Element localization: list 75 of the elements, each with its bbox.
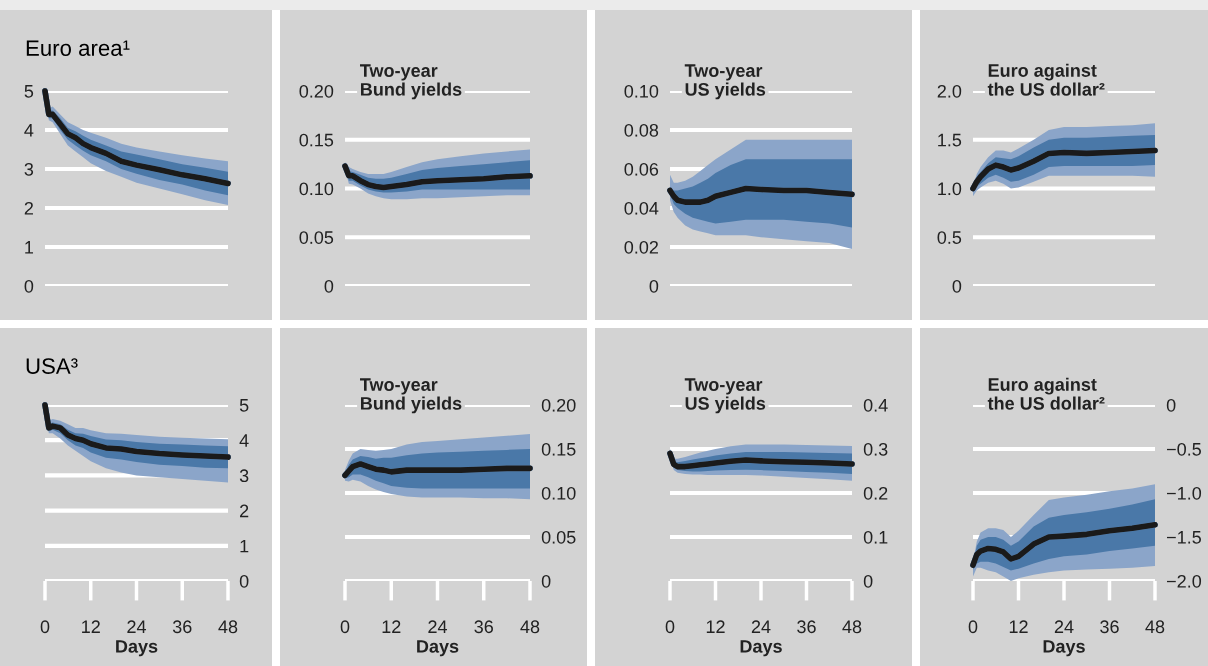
x-tick-label: 48 (520, 620, 540, 634)
y-tick-label: 0.20 (299, 84, 334, 98)
chart-title: Two-year Bund yields (360, 378, 462, 414)
x-tick-label: 24 (751, 620, 771, 633)
x-tick-label: 12 (706, 620, 725, 633)
y-tick-label: 0.05 (299, 231, 334, 244)
x-tick-label: 48 (842, 620, 862, 634)
x-tick-label: 48 (1145, 620, 1165, 634)
y-tick-label: 0.3 (863, 442, 888, 456)
x-tick-label: 12 (1009, 620, 1028, 633)
x-tick-label: 24 (1054, 620, 1074, 633)
x-axis-title: Days (1043, 640, 1085, 657)
y-tick-label: 2.0 (937, 84, 962, 98)
y-tick-label: 0 (239, 574, 249, 588)
y-tick-label: 0 (649, 279, 659, 293)
y-tick-label: 5 (239, 399, 249, 412)
y-tick-label: 0.02 (624, 240, 658, 254)
y-tick-label: 0.5 (937, 231, 962, 244)
x-axis-title: Days (740, 640, 782, 657)
y-tick-label: 2 (240, 504, 249, 518)
chart-title: Two-year US yields (684, 64, 766, 100)
chart-title: Two-year Bund yields (360, 64, 462, 100)
y-tick-label: 0.10 (624, 84, 659, 98)
y-tick-label: −1.5 (1167, 531, 1201, 544)
y-tick-label: 1.5 (938, 133, 962, 147)
x-tick-label: 0 (340, 620, 350, 634)
chart-title: Euro against the US dollar² (987, 377, 1105, 410)
x-tick-label: 36 (172, 620, 192, 634)
y-tick-label: 3 (239, 469, 249, 483)
chart-title: Euro area¹ (26, 40, 130, 56)
y-tick-label: 1.0 (938, 182, 962, 196)
x-tick-label: 0 (40, 620, 50, 634)
x-axis-title: Days (116, 640, 158, 657)
x-tick-label: 48 (218, 620, 238, 634)
y-tick-label: 3 (24, 162, 34, 176)
x-tick-label: 24 (127, 620, 147, 633)
y-tick-label: 4 (239, 434, 249, 447)
chart-title: Two-year US yields (684, 378, 766, 414)
x-tick-label: 12 (382, 620, 401, 633)
y-tick-label: 0 (541, 574, 551, 588)
y-tick-label: 0.15 (541, 442, 576, 456)
y-tick-label: −1.0 (1167, 486, 1202, 500)
x-tick-label: 36 (1100, 620, 1119, 634)
x-tick-label: 12 (82, 620, 100, 633)
y-tick-label: −2.0 (1167, 574, 1202, 588)
y-tick-label: 0 (1166, 398, 1176, 412)
y-tick-label: 0.05 (541, 530, 576, 544)
y-tick-label: 2 (24, 201, 33, 215)
y-tick-label: 0.2 (863, 486, 888, 500)
x-tick-label: 0 (665, 620, 675, 634)
y-tick-label: 0.08 (624, 123, 659, 137)
y-tick-label: 0.20 (541, 398, 576, 412)
y-tick-label: 0.10 (299, 182, 334, 196)
y-tick-label: 0 (24, 279, 34, 293)
x-tick-label: 24 (428, 620, 448, 633)
y-tick-label: 5 (24, 85, 34, 98)
y-tick-label: 0.04 (624, 201, 659, 215)
y-tick-label: 0.06 (624, 162, 659, 176)
y-tick-label: 0.15 (299, 133, 334, 147)
y-tick-label: 4 (24, 124, 34, 137)
x-tick-label: 36 (797, 620, 816, 634)
x-tick-label: 0 (968, 620, 978, 634)
y-tick-label: 1 (240, 539, 249, 553)
y-tick-label: 0 (863, 574, 873, 588)
chart-title: USA³ (26, 358, 78, 374)
y-tick-label: 1 (25, 241, 34, 254)
y-tick-label: 0.4 (863, 398, 888, 412)
x-tick-label: 36 (474, 620, 493, 634)
y-tick-label: 0 (952, 279, 962, 293)
y-tick-label: 0.10 (541, 486, 576, 500)
y-tick-label: −0.5 (1167, 442, 1201, 456)
x-axis-title: Days (417, 640, 459, 657)
y-tick-label: 0.1 (863, 530, 888, 544)
y-tick-label: 0 (324, 279, 334, 293)
chart-title: Euro against the US dollar² (987, 63, 1105, 96)
